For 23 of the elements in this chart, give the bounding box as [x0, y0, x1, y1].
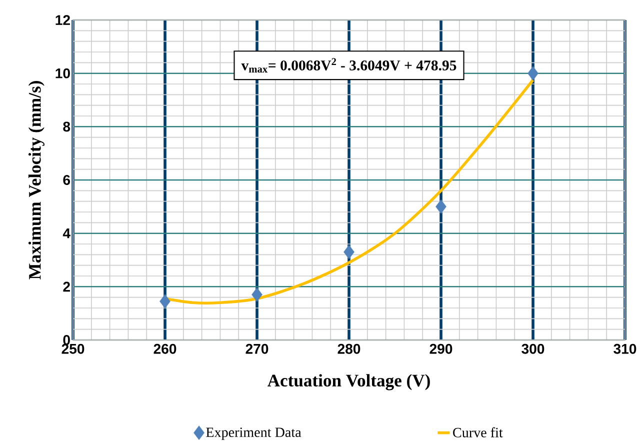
- x-tick-label: 250: [62, 344, 84, 354]
- y-tick-label: 6: [63, 175, 70, 185]
- point: [344, 244, 354, 260]
- x-axis-title: Actuation Voltage (V): [268, 374, 430, 390]
- legend-label: Experiment Data: [206, 428, 302, 440]
- y-axis-title: Maximum Velocity (mm/s): [28, 81, 44, 280]
- y-tick-label: 4: [62, 228, 70, 238]
- y-tick-label: 8: [63, 122, 70, 132]
- y-tick-label: 2: [63, 282, 70, 292]
- annotation: v$_{max}$= 0.0068V$^{2}$ - 3.6049V + 478.95: [241, 58, 456, 73]
- x-tick-label: 270: [246, 344, 268, 354]
- y-tick-label: 12: [56, 15, 70, 25]
- point: [252, 287, 262, 302]
- x-tick-label: 290: [430, 344, 452, 354]
- point: [436, 199, 446, 214]
- x-tick-label: 280: [338, 344, 360, 354]
- point: [160, 294, 170, 308]
- x-tick-label: 310: [614, 344, 636, 354]
- legend-label: Curve fit: [453, 427, 503, 438]
- x-tick-label: 260: [154, 344, 176, 354]
- y-tick-label: 10: [56, 68, 70, 78]
- x-tick-label: 300: [522, 344, 544, 354]
- point: [528, 66, 538, 80]
